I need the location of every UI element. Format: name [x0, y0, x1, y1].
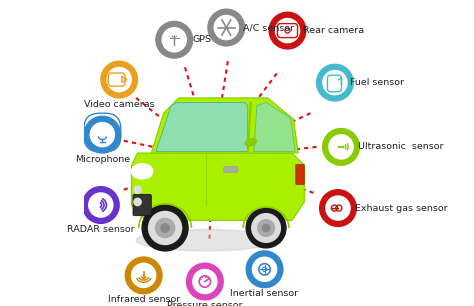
Circle shape: [210, 12, 242, 43]
Circle shape: [249, 253, 281, 285]
Circle shape: [142, 205, 188, 251]
Circle shape: [189, 266, 221, 297]
Text: Rear camera: Rear camera: [303, 26, 364, 35]
FancyBboxPatch shape: [133, 194, 151, 216]
Circle shape: [86, 119, 118, 151]
Circle shape: [252, 214, 281, 242]
Text: RADAR sensor: RADAR sensor: [67, 225, 135, 234]
FancyBboxPatch shape: [296, 164, 304, 185]
Circle shape: [161, 224, 169, 232]
Text: Ultrasonic  sensor: Ultrasonic sensor: [358, 142, 443, 151]
Text: A/C sensor: A/C sensor: [243, 23, 294, 32]
Ellipse shape: [136, 230, 277, 251]
Circle shape: [319, 67, 351, 99]
Polygon shape: [131, 153, 304, 220]
Circle shape: [246, 208, 286, 248]
Ellipse shape: [245, 138, 257, 146]
Text: GPS: GPS: [192, 35, 211, 44]
Circle shape: [155, 218, 175, 237]
Polygon shape: [151, 98, 298, 153]
Text: Microphone: Microphone: [75, 155, 130, 164]
Circle shape: [258, 220, 274, 236]
Polygon shape: [156, 103, 248, 151]
Ellipse shape: [131, 164, 153, 179]
Circle shape: [325, 131, 357, 163]
Text: Fuel sensor: Fuel sensor: [350, 78, 404, 87]
Text: Inertial sensor: Inertial sensor: [230, 289, 299, 298]
Circle shape: [134, 198, 141, 206]
FancyBboxPatch shape: [224, 167, 238, 172]
Text: Infrared sensor: Infrared sensor: [108, 295, 180, 304]
Text: Pressure sensor: Pressure sensor: [167, 301, 243, 306]
Circle shape: [272, 15, 303, 47]
Text: Video cameras: Video cameras: [84, 99, 155, 109]
Circle shape: [134, 186, 141, 193]
Circle shape: [85, 189, 117, 221]
Text: Exhaust gas sensor: Exhaust gas sensor: [355, 203, 447, 213]
Circle shape: [322, 192, 354, 224]
Polygon shape: [254, 103, 295, 151]
Circle shape: [263, 224, 270, 232]
Circle shape: [103, 64, 135, 95]
Circle shape: [148, 211, 182, 244]
Circle shape: [158, 24, 190, 56]
Circle shape: [128, 259, 160, 291]
